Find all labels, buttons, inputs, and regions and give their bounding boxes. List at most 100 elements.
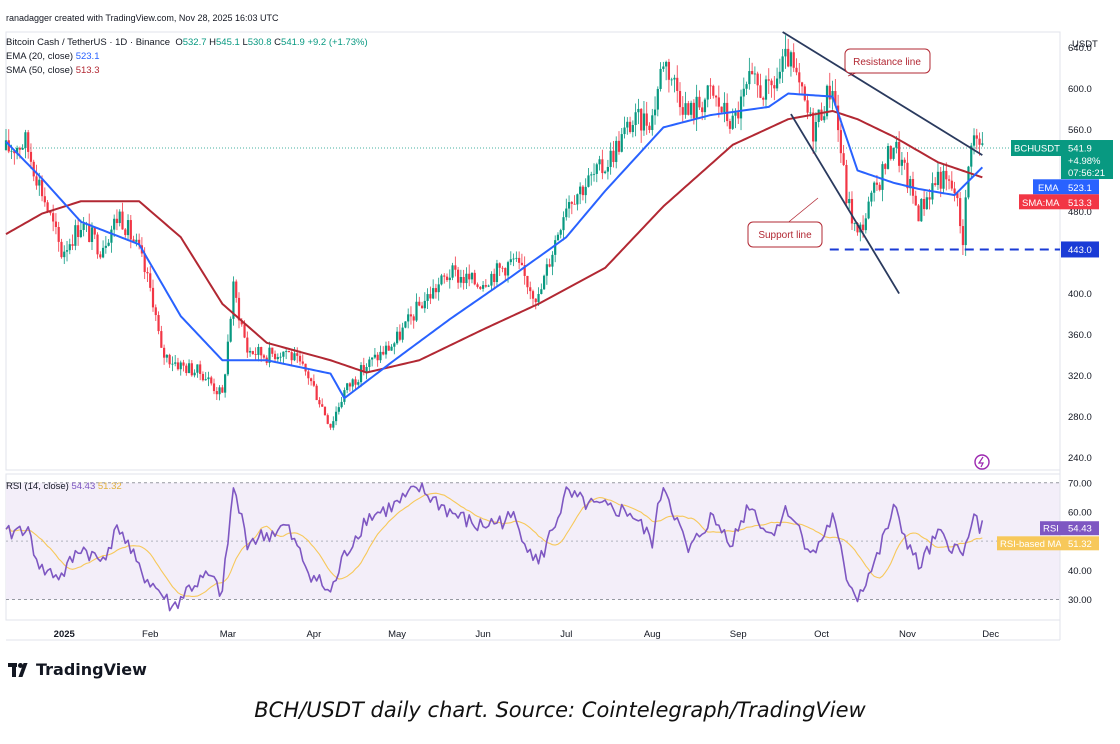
candle-body bbox=[723, 102, 726, 113]
candle-body bbox=[695, 96, 698, 119]
candle-body bbox=[454, 265, 457, 270]
candle-body bbox=[720, 106, 723, 113]
candle-body bbox=[226, 341, 229, 375]
candle-body bbox=[29, 151, 33, 162]
candle-body bbox=[839, 130, 842, 154]
candle-body bbox=[631, 125, 634, 133]
candle-body bbox=[978, 138, 981, 145]
candle-body bbox=[248, 351, 252, 353]
candle-body bbox=[803, 86, 806, 101]
candle-body bbox=[15, 147, 19, 154]
candle-body bbox=[789, 52, 793, 67]
candle-body bbox=[151, 287, 155, 308]
candle-body bbox=[229, 318, 232, 342]
candle-body bbox=[881, 164, 884, 190]
candle-body bbox=[443, 275, 446, 277]
candle-body bbox=[174, 362, 177, 364]
candle-body bbox=[199, 364, 202, 374]
candle-body bbox=[481, 285, 485, 289]
candle-body bbox=[601, 159, 604, 174]
candle-body bbox=[751, 71, 754, 75]
candle-body bbox=[628, 121, 632, 133]
ema-legend[interactable]: EMA (20, close) 523.1 bbox=[6, 51, 99, 62]
candle-body bbox=[775, 78, 779, 89]
price-tick-label: 600.0 bbox=[1068, 84, 1092, 95]
candle-body bbox=[667, 61, 671, 80]
alert-icon[interactable] bbox=[974, 454, 990, 470]
rsi-tick-label: 30.00 bbox=[1068, 595, 1092, 606]
price-tick-label: 240.0 bbox=[1068, 453, 1092, 464]
tradingview-logo[interactable]: TradingView bbox=[8, 660, 147, 679]
candle-body bbox=[382, 351, 385, 355]
candle-body bbox=[318, 400, 321, 405]
alert-bolt-icon bbox=[977, 456, 984, 468]
candle-body bbox=[634, 112, 637, 126]
candle-body bbox=[875, 182, 879, 185]
candle-body bbox=[701, 107, 704, 113]
candle-body bbox=[925, 197, 928, 210]
time-tick-label: Aug bbox=[644, 629, 661, 640]
candle-body bbox=[728, 121, 732, 129]
rsi-legend[interactable]: RSI (14, close) 54.43 51.32 bbox=[6, 481, 122, 492]
candle-body bbox=[99, 254, 102, 258]
candle-body bbox=[734, 112, 737, 116]
high-label: H bbox=[209, 37, 217, 48]
candle-body bbox=[262, 355, 266, 358]
candle-body bbox=[215, 391, 218, 395]
candle-body bbox=[717, 97, 720, 107]
candle-body bbox=[462, 276, 465, 284]
candle-body bbox=[418, 301, 421, 306]
support-trendline[interactable] bbox=[790, 113, 900, 295]
candle-body bbox=[770, 80, 773, 86]
candle-body bbox=[357, 382, 360, 385]
open-label: O bbox=[175, 37, 183, 48]
candle-body bbox=[432, 288, 435, 299]
candle-body bbox=[670, 79, 673, 81]
candle-body bbox=[440, 275, 443, 285]
time-tick-label: 2025 bbox=[54, 629, 76, 640]
candle-body bbox=[63, 251, 66, 258]
symbol-description[interactable]: Bitcoin Cash / TetherUS · 1D · Binance bbox=[6, 37, 171, 48]
candle-body bbox=[271, 347, 274, 354]
candle-body bbox=[132, 239, 135, 242]
candle-body bbox=[778, 71, 781, 79]
candle-body bbox=[448, 277, 451, 281]
currency-label: USDT bbox=[1072, 39, 1098, 50]
candle-body bbox=[737, 112, 740, 119]
candle-body bbox=[193, 372, 196, 376]
support-callout-box[interactable] bbox=[747, 221, 823, 248]
candle-body bbox=[842, 153, 845, 165]
candle-body bbox=[692, 102, 695, 119]
candle-body bbox=[426, 294, 429, 301]
rsi-value-badge bbox=[1061, 521, 1099, 536]
candle-body bbox=[623, 127, 626, 135]
symbol-badge bbox=[1011, 140, 1061, 157]
candle-body bbox=[506, 262, 510, 276]
candle-body bbox=[878, 184, 881, 190]
candle-body bbox=[690, 102, 693, 115]
price-tick-label: 560.0 bbox=[1068, 125, 1092, 136]
candle-body bbox=[501, 267, 504, 269]
candle-body bbox=[917, 205, 920, 222]
price-pane[interactable] bbox=[5, 31, 1061, 471]
candle-body bbox=[678, 90, 682, 108]
candle-body bbox=[451, 265, 454, 278]
sma-legend[interactable]: SMA (50, close) 513.3 bbox=[6, 65, 99, 76]
candle-body bbox=[334, 411, 338, 422]
candle-body bbox=[157, 315, 160, 332]
support-callout-text: Support line bbox=[758, 230, 812, 241]
candle-body bbox=[470, 272, 474, 280]
time-tick-label: Oct bbox=[814, 629, 829, 640]
candle-body bbox=[895, 141, 898, 148]
candle-body bbox=[321, 404, 324, 407]
candle-body bbox=[787, 48, 790, 67]
candle-body bbox=[257, 347, 260, 355]
candle-body bbox=[748, 71, 751, 85]
resistance-trendline[interactable] bbox=[782, 31, 983, 156]
candle-body bbox=[384, 345, 388, 355]
candle-body bbox=[168, 354, 171, 365]
candle-body bbox=[404, 321, 407, 328]
candle-body bbox=[606, 166, 609, 172]
resistance-callout-box[interactable] bbox=[844, 48, 931, 74]
